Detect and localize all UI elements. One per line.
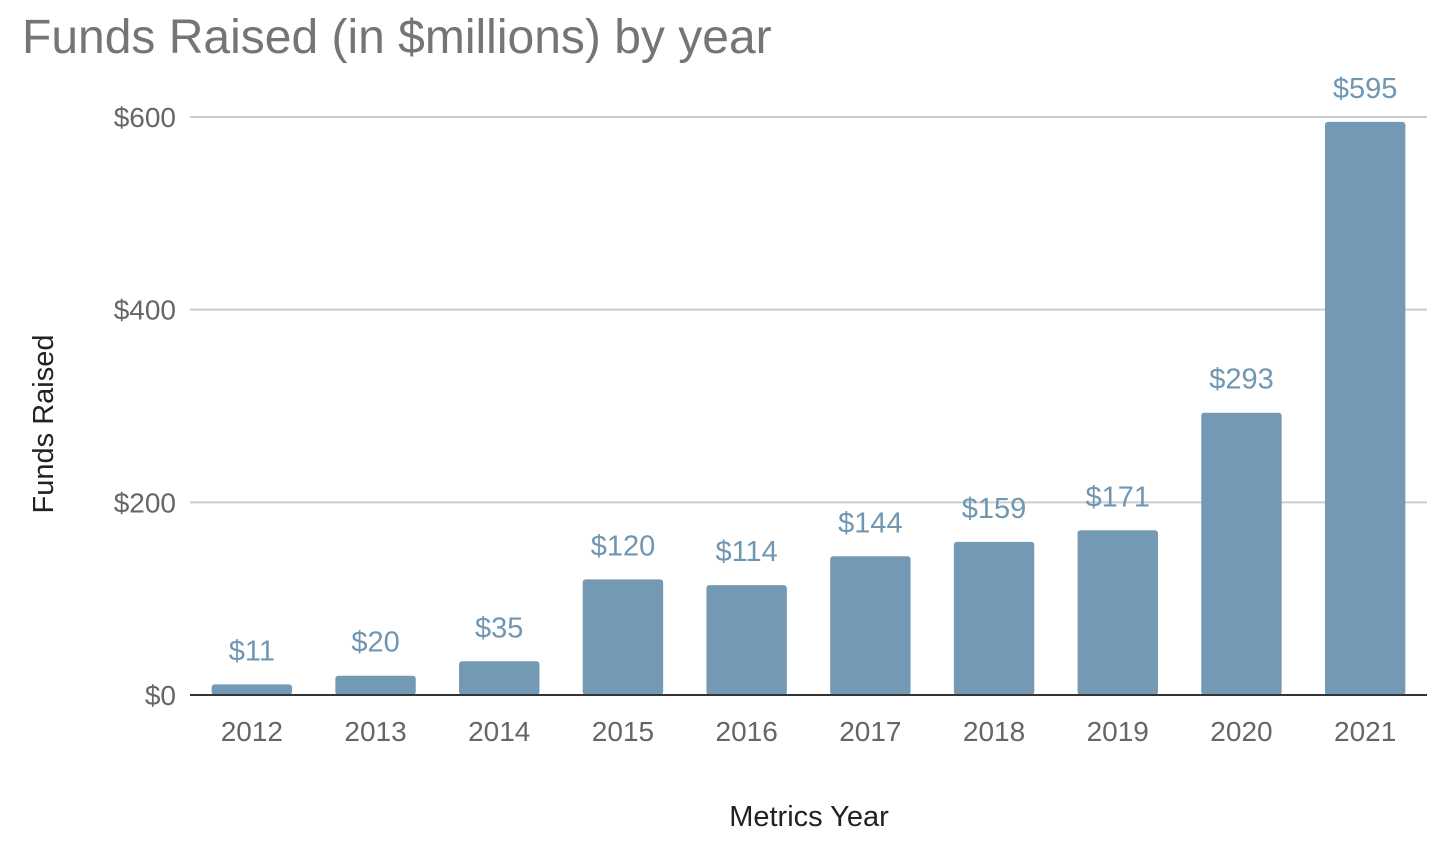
bar-2013 xyxy=(335,675,416,695)
x-axis-ticks: 2012 2013 2014 2015 2016 2017 2018 2019 2020 2021 xyxy=(221,716,1397,747)
bar-2018 xyxy=(953,541,1035,695)
x-tick-label: 2018 xyxy=(963,716,1025,747)
bars xyxy=(211,121,1406,696)
data-label: $11 xyxy=(229,635,275,667)
x-tick-label: 2021 xyxy=(1334,716,1396,747)
x-tick-label: 2014 xyxy=(468,716,530,747)
data-label: $35 xyxy=(475,612,523,644)
y-tick-label: $200 xyxy=(114,487,176,518)
x-tick-label: 2019 xyxy=(1087,716,1149,747)
data-label: $144 xyxy=(838,507,903,539)
x-tick-label: 2020 xyxy=(1210,716,1272,747)
x-tick-label: 2016 xyxy=(716,716,778,747)
bar-2019 xyxy=(1077,530,1158,695)
y-axis-ticks: $0 $200 $400 $600 xyxy=(114,102,176,711)
data-label: $293 xyxy=(1209,364,1274,396)
data-label: $120 xyxy=(591,530,656,562)
x-tick-label: 2012 xyxy=(221,716,283,747)
x-tick-label: 2015 xyxy=(592,716,654,747)
data-label: $114 xyxy=(715,536,777,568)
data-label: $595 xyxy=(1333,73,1398,105)
bar-2017 xyxy=(830,556,911,695)
x-tick-label: 2013 xyxy=(344,716,406,747)
bar-2021 xyxy=(1324,121,1406,696)
bar-2014 xyxy=(459,661,540,695)
x-tick-label: 2017 xyxy=(839,716,901,747)
data-label: $159 xyxy=(962,493,1027,525)
data-labels: $11 $20 $35 $120 $114 $144 $159 $171 $293 $595 xyxy=(229,73,1398,668)
bar-2020 xyxy=(1201,412,1282,695)
y-tick-label: $600 xyxy=(114,102,176,133)
x-axis-title: Metrics Year xyxy=(729,801,889,833)
bar-2016 xyxy=(706,585,787,695)
y-tick-label: $0 xyxy=(145,680,176,711)
chart-title: Funds Raised (in $millions) by year xyxy=(22,11,772,64)
bar-2015 xyxy=(582,579,664,695)
y-tick-label: $400 xyxy=(114,295,176,326)
data-label: $20 xyxy=(351,627,399,659)
bar-2012 xyxy=(211,684,293,695)
y-axis-title: Funds Raised xyxy=(28,335,60,514)
data-label: $171 xyxy=(1085,481,1150,513)
